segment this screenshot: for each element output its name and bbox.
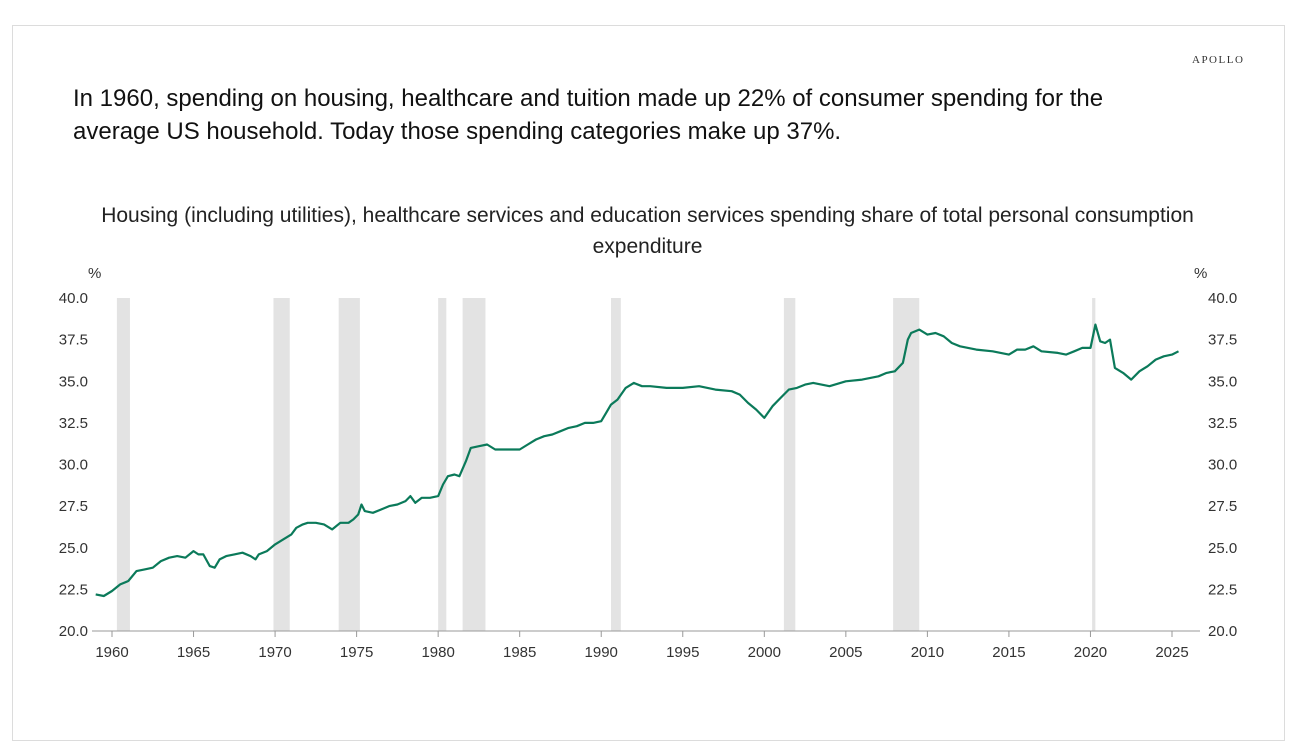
recession-band bbox=[611, 298, 621, 631]
y-tick-label-right: 22.5 bbox=[1208, 581, 1237, 598]
y-tick-label-left: 37.5 bbox=[59, 332, 88, 349]
y-tick-label-left: 20.0 bbox=[59, 623, 88, 640]
y-tick-label-right: 37.5 bbox=[1208, 332, 1237, 349]
y-tick-label-left: 22.5 bbox=[59, 581, 88, 598]
y-unit-right: % bbox=[1194, 265, 1207, 282]
x-tick-label: 1990 bbox=[585, 644, 618, 661]
chart-card bbox=[12, 25, 1285, 741]
recession-band bbox=[116, 298, 130, 631]
headline: In 1960, spending on housing, healthcare… bbox=[73, 85, 1104, 145]
x-tick-label: 2015 bbox=[992, 644, 1025, 661]
y-tick-label-right: 40.0 bbox=[1208, 290, 1237, 307]
recession-band bbox=[462, 298, 486, 631]
recession-bands bbox=[116, 298, 1096, 631]
recession-band bbox=[1092, 298, 1096, 631]
x-tick-label: 1970 bbox=[258, 644, 291, 661]
y-tick-label-left: 35.0 bbox=[59, 373, 88, 390]
y-unit-left: % bbox=[88, 265, 101, 282]
x-tick-label: 2025 bbox=[1155, 644, 1188, 661]
series-line bbox=[95, 323, 1179, 598]
x-tick-label: 2020 bbox=[1074, 644, 1107, 661]
x-tick-label: 1995 bbox=[666, 644, 699, 661]
recession-band bbox=[438, 298, 447, 631]
x-tick-label: 1975 bbox=[340, 644, 373, 661]
y-tick-label-right: 27.5 bbox=[1208, 498, 1237, 515]
y-tick-label-left: 32.5 bbox=[59, 415, 88, 432]
recession-band bbox=[783, 298, 796, 631]
x-tick-label: 1965 bbox=[177, 644, 210, 661]
y-tick-label-right: 32.5 bbox=[1208, 415, 1237, 432]
apollo-logo: APOLLO bbox=[1192, 54, 1245, 66]
y-tick-label-right: 20.0 bbox=[1208, 623, 1237, 640]
x-tick-label: 1985 bbox=[503, 644, 536, 661]
y-tick-label-left: 27.5 bbox=[59, 498, 88, 515]
x-tick-label: 2010 bbox=[911, 644, 944, 661]
x-tick-label: 1980 bbox=[421, 644, 454, 661]
y-tick-label-right: 35.0 bbox=[1208, 373, 1237, 390]
y-tick-label-right: 25.0 bbox=[1208, 540, 1237, 557]
y-tick-label-left: 25.0 bbox=[59, 540, 88, 557]
recession-band bbox=[893, 298, 920, 631]
recession-band bbox=[273, 298, 290, 631]
y-tick-label-left: 30.0 bbox=[59, 457, 88, 474]
x-tick-label: 1960 bbox=[95, 644, 128, 661]
recession-band bbox=[338, 298, 360, 631]
axes: 1960 1965 1970 1975 1980 1985 1990 1995 2000 2005… bbox=[59, 290, 1237, 661]
y-tick-label-right: 30.0 bbox=[1208, 457, 1237, 474]
chart-title: Housing (including utilities), healthcar… bbox=[101, 204, 1194, 258]
y-tick-label-left: 40.0 bbox=[59, 290, 88, 307]
x-tick-label: 2005 bbox=[829, 644, 862, 661]
x-tick-label: 2000 bbox=[748, 644, 781, 661]
